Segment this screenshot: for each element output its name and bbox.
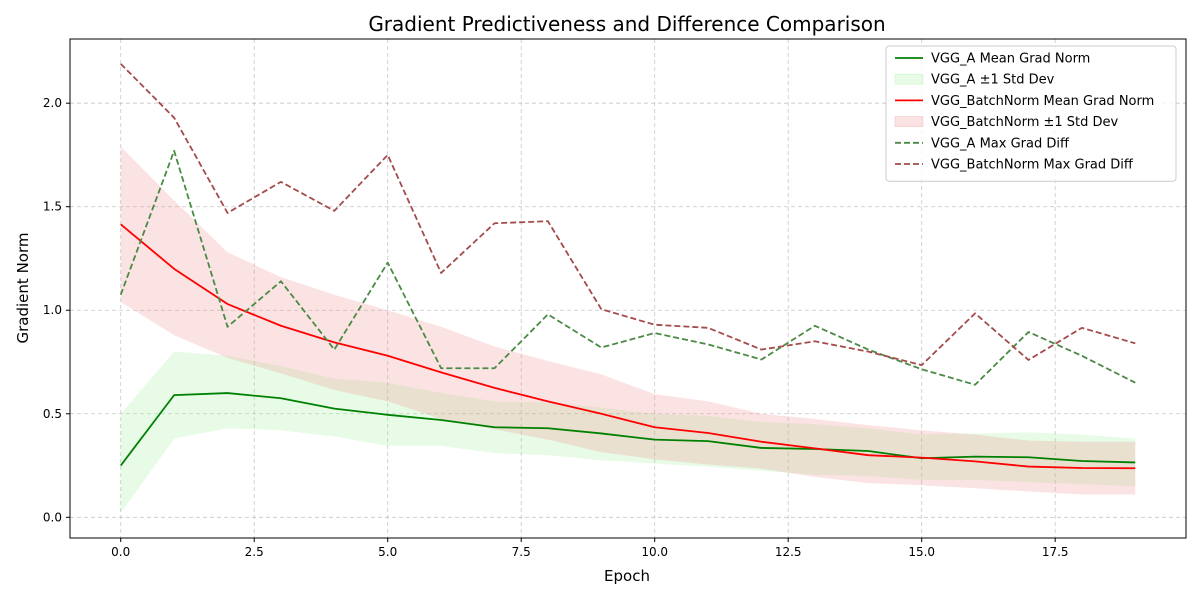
y-tick-label: 0.0 [43, 510, 62, 524]
x-tick-label: 2.5 [245, 545, 264, 559]
legend-entry-vgg-a-max-grad-diff: VGG_A Max Grad Diff [931, 136, 1070, 151]
y-tick-label: 2.0 [43, 96, 62, 110]
y-tick-label: 1.5 [43, 200, 62, 214]
axes-frame [69, 38, 1187, 539]
x-axis-label: Epoch [604, 567, 650, 585]
x-tick-label: 0.0 [111, 545, 130, 559]
legend-swatch [894, 73, 924, 85]
band-vgg-batchnorm-1-std-dev [120, 146, 1136, 495]
x-tick-label: 17.5 [1042, 545, 1069, 559]
grid [70, 39, 1186, 538]
legend-entry-vgg-a-mean-grad-norm: VGG_A Mean Grad Norm [931, 52, 1090, 67]
band-vgg-a-1-std-dev [120, 351, 1136, 514]
legend: VGG_A Mean Grad Norm VGG_A ±1 Std Dev VGG_… [885, 45, 1177, 182]
line-vgg-a-mean-grad-norm [120, 392, 1136, 467]
y-tick-label: 1.0 [43, 303, 62, 317]
legend-entry-vgg-batchnorm-max-grad-diff: VGG_BatchNorm Max Grad Diff [931, 158, 1134, 173]
std-dev-bands [120, 146, 1136, 514]
legend-entry-vgg-a-1-std-dev: VGG_A ±1 Std Dev [931, 73, 1055, 88]
legend-box [885, 45, 1177, 182]
series-lines [119, 63, 1136, 470]
x-tick-label: 15.0 [908, 545, 935, 559]
y-axis-ticks: 0.0 0.5 1.0 1.5 2.0 [43, 96, 70, 524]
line-vgg-batchnorm-max-grad-diff [120, 63, 1136, 367]
y-tick-label: 0.5 [43, 407, 62, 421]
line-vgg-batchnorm-mean-grad-norm [120, 223, 1136, 470]
x-tick-label: 12.5 [775, 545, 802, 559]
x-tick-label: 10.0 [641, 545, 668, 559]
chart-title: Gradient Predictiveness and Difference C… [368, 12, 885, 36]
x-tick-label: 7.5 [512, 545, 531, 559]
legend-swatch [894, 116, 924, 127]
legend-entry-vgg-batchnorm-1-std-dev: VGG_BatchNorm ±1 Std Dev [931, 115, 1119, 130]
line-vgg-a-max-grad-diff [119, 149, 1136, 386]
y-axis-label: Gradient Norm [14, 233, 32, 344]
x-axis-ticks: 0.0 2.5 5.0 7.5 10.0 12.5 15.0 17.5 [111, 538, 1069, 559]
legend-entry-vgg-batchnorm-mean-grad-norm: VGG_BatchNorm Mean Grad Norm [931, 94, 1154, 109]
x-tick-label: 5.0 [378, 545, 397, 559]
